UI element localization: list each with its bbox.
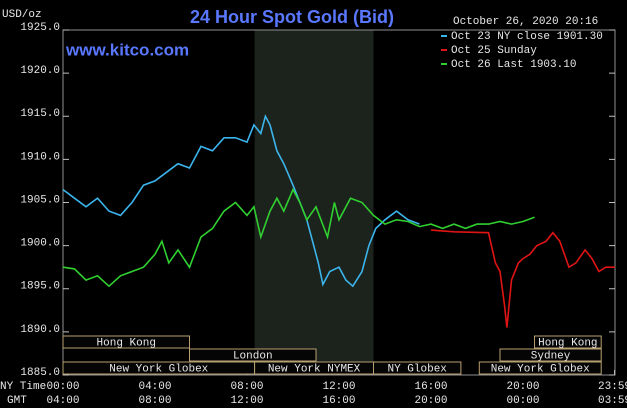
session-box <box>499 348 602 362</box>
y-tick-label: 1900.0 <box>20 238 60 250</box>
x-tick-label: 23:59 <box>598 381 627 393</box>
x-tick-label-gmt: 12:00 <box>230 395 263 407</box>
x-row-label: NY Time <box>0 381 46 393</box>
highlight-band <box>254 30 374 375</box>
timestamp: October 26, 2020 20:16 <box>453 16 598 28</box>
session-label: Sydney <box>531 350 571 362</box>
chart-title: 24 Hour Spot Gold (Bid) <box>190 7 394 27</box>
session-label: Hong Kong <box>538 337 597 349</box>
x-tick-label-gmt: 03:59 <box>598 395 627 407</box>
y-tick-label: 1925.0 <box>20 22 60 34</box>
x-tick-label-gmt: 04:00 <box>46 395 79 407</box>
y-tick-label: 1910.0 <box>20 151 60 163</box>
session-label: Hong Kong <box>97 337 156 349</box>
x-tick-label: 00:00 <box>46 381 79 393</box>
session-label: London <box>233 350 273 362</box>
y-tick-label: 1885.0 <box>20 367 60 379</box>
y-tick-label: 1895.0 <box>20 281 60 293</box>
session-box <box>189 348 317 362</box>
session-box <box>478 361 602 375</box>
x-tick-label: 12:00 <box>322 381 355 393</box>
x-tick-label-gmt: 08:00 <box>138 395 171 407</box>
legend-label: Oct 25 Sunday <box>451 45 537 57</box>
y-tick-label: 1905.0 <box>20 194 60 206</box>
x-tick-label: 16:00 <box>414 381 447 393</box>
x-tick-label: 20:00 <box>506 381 539 393</box>
y-tick-label: 1920.0 <box>20 65 60 77</box>
x-row-label: GMT <box>7 395 27 407</box>
x-tick-label: 08:00 <box>230 381 263 393</box>
y-axis-label: USD/oz <box>2 9 42 21</box>
session-label: NY Globex <box>387 363 447 375</box>
session-box <box>373 361 462 375</box>
session-box <box>62 335 190 349</box>
x-tick-label-gmt: 00:00 <box>506 395 539 407</box>
session-label: New York NYMEX <box>268 363 361 375</box>
legend-label: Oct 26 Last 1903.10 <box>451 59 576 71</box>
session-box <box>534 335 602 349</box>
x-tick-label-gmt: 20:00 <box>414 395 447 407</box>
legend-label: Oct 23 NY close 1901.30 <box>451 31 603 43</box>
series-line <box>62 187 535 288</box>
x-tick-label: 04:00 <box>138 381 171 393</box>
site-label: www.kitco.com <box>65 40 189 59</box>
session-label: New York Globex <box>491 363 590 375</box>
series-line <box>430 229 615 328</box>
session-label: New York Globex <box>109 363 208 375</box>
y-tick-label: 1890.0 <box>20 324 60 336</box>
x-tick-label-gmt: 16:00 <box>322 395 355 407</box>
y-tick-label: 1915.0 <box>20 108 60 120</box>
series-line <box>62 114 420 288</box>
